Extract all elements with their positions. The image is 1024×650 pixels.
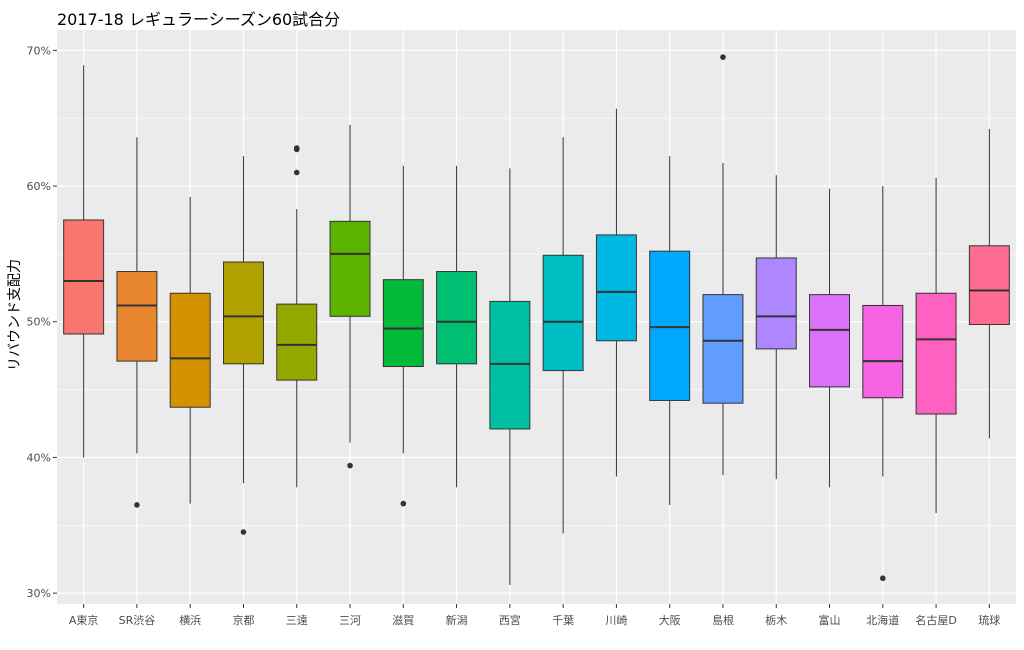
x-tick-label: 富山 [819, 613, 841, 627]
outlier-point [720, 54, 726, 60]
box-大阪 [649, 250, 691, 401]
box-滋賀 [382, 279, 424, 368]
x-tick-label: 琉球 [978, 613, 1000, 627]
x-tick-label: 新潟 [446, 613, 468, 627]
box-西宮 [489, 300, 531, 430]
outlier-point [347, 462, 353, 469]
x-tick-label: 三遠 [286, 614, 308, 627]
box-栃木 [755, 257, 797, 350]
box-島根 [702, 294, 744, 404]
x-tick-label: 北海道 [866, 613, 899, 627]
plot-panel [57, 30, 1016, 604]
y-tick-label: 70% [27, 44, 51, 57]
outlier-point [880, 575, 886, 582]
outlier-point [293, 145, 300, 151]
box-新潟 [436, 271, 478, 365]
outlier-point [400, 500, 407, 507]
x-tick-label: 横浜 [179, 613, 201, 627]
x-tick-label: 栃木 [765, 613, 787, 627]
y-tick-label: 50% [27, 316, 51, 329]
x-tick-label: 千葉 [552, 613, 574, 627]
outlier-point [134, 502, 140, 508]
outlier-point [293, 169, 300, 176]
box-京都 [222, 261, 264, 365]
box-横浜 [169, 292, 211, 408]
y-tick-label: 30% [27, 587, 51, 600]
x-tick-label: 西宮 [499, 613, 521, 627]
x-tick-label: SR渋谷 [119, 614, 156, 627]
box-名古屋D [915, 292, 957, 415]
x-tick-label: 京都 [232, 613, 254, 627]
x-tick-label: A東京 [69, 613, 99, 627]
y-tick-label: 60% [27, 180, 51, 193]
chart-title: 2017-18 レギュラーシーズン60試合分 [57, 10, 341, 29]
box-北海道 [862, 304, 904, 399]
outlier-point [240, 529, 247, 535]
box-A東京 [63, 219, 105, 335]
x-tick-label: 川崎 [605, 613, 627, 627]
x-tick-label: 滋賀 [392, 614, 414, 627]
box-三河 [329, 220, 371, 317]
box-川崎 [595, 234, 637, 342]
box-富山 [809, 294, 851, 388]
x-tick-label: 三河 [339, 614, 361, 627]
y-tick-label: 40% [27, 451, 51, 464]
box-千葉 [542, 254, 584, 372]
x-tick-label: 大阪 [659, 613, 681, 627]
x-tick-label: 名古屋D [915, 613, 956, 627]
box-琉球 [968, 245, 1010, 325]
box-SR渋谷 [116, 271, 158, 362]
x-tick-label: 島根 [712, 613, 734, 627]
box-三遠 [276, 303, 318, 381]
